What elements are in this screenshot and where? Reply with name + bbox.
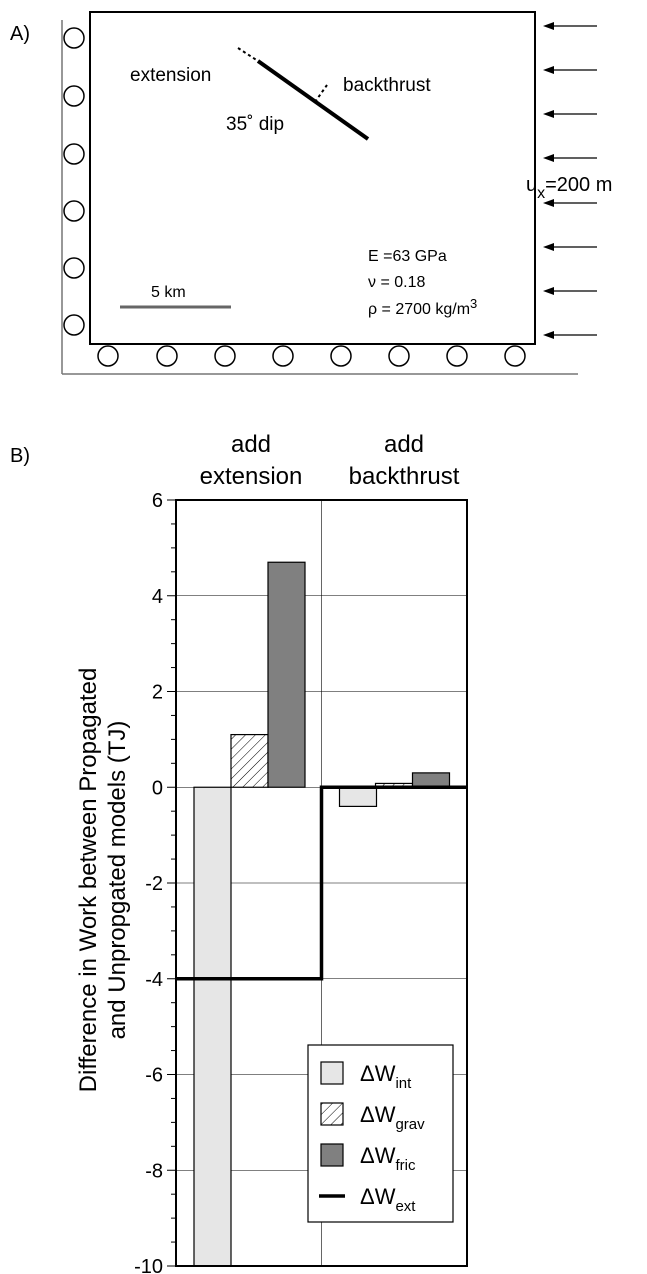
legend-label-ext: ΔWext [360, 1184, 416, 1215]
bar-fric-backthrust [411, 772, 451, 788]
left-rollers [63, 27, 85, 336]
backthrust-label: backthrust [343, 75, 431, 96]
roller-circle [63, 314, 85, 336]
roller-circle [330, 345, 352, 367]
push-arrow-head [543, 331, 554, 339]
group2-heading-line1: add [384, 431, 424, 458]
legend-label-int: ΔWint [360, 1061, 412, 1092]
legend-swatch-int [320, 1061, 344, 1085]
y-axis-label-line2: and Unpropgated models (TJ) [104, 721, 131, 1040]
y-tick-label: -8 [145, 1160, 163, 1182]
roller-circle [214, 345, 236, 367]
push-arrow-head [543, 287, 554, 295]
y-tick-label: -6 [145, 1065, 163, 1087]
bottom-rollers [97, 345, 526, 367]
bar-int-backthrust [338, 786, 378, 807]
roller-circle [504, 345, 526, 367]
backthrust-dashed-segment [314, 84, 328, 103]
poisson-ratio-label: ν = 0.18 [368, 274, 425, 291]
ux-label: ux=200 m [526, 174, 612, 202]
group1-heading-line2: extension [200, 463, 303, 490]
y-tick-label: 0 [152, 777, 163, 799]
bar-int-extension [193, 786, 232, 1267]
y-tick-label: -10 [134, 1256, 163, 1274]
push-arrow-head [543, 110, 554, 118]
dip-label: 35˚ dip [226, 114, 284, 135]
push-arrow-head [543, 22, 554, 30]
roller-circle [97, 345, 119, 367]
bar-grav-extension [230, 733, 269, 788]
push-arrow-head [543, 199, 554, 207]
legend-label-fric: ΔWfric [360, 1143, 416, 1174]
chart-axis: 6 4 2 0 -2 -4 -6 -8 -10 [134, 490, 468, 1274]
push-arrow-head [543, 154, 554, 162]
model-box [89, 11, 536, 345]
y-tick-label: -4 [145, 969, 163, 991]
chart-bars [193, 561, 451, 1267]
legend-swatch-grav [320, 1102, 344, 1126]
legend-swatch-fric [320, 1143, 344, 1167]
push-arrows [543, 22, 597, 339]
roller-circle [388, 345, 410, 367]
youngs-modulus-label: E =63 GPa [368, 248, 447, 265]
roller-circle [63, 143, 85, 165]
roller-circle [63, 85, 85, 107]
group2-heading-line2: backthrust [349, 463, 460, 490]
panel-a: A) extension backthrust 35˚ dip ux=200 m… [10, 11, 612, 375]
fault-line [256, 59, 370, 141]
extension-dashed-segment [237, 47, 259, 62]
scale-label: 5 km [151, 284, 186, 301]
bar-fric-extension [267, 561, 306, 788]
y-axis-label-line1: Difference in Work between Propagated [75, 668, 102, 1093]
panel-b-label: B) [10, 445, 30, 467]
roller-circle [63, 257, 85, 279]
group1-heading-line1: add [231, 431, 271, 458]
chart-step-line [176, 785, 467, 981]
y-tick-label: 2 [152, 682, 163, 704]
density-label: ρ = 2700 kg/m3 [368, 296, 477, 318]
y-axis-label: Difference in Work between Propagated an… [75, 668, 131, 1093]
panel-b: B) add extension add backthrust Differen… [10, 431, 468, 1274]
roller-circle [272, 345, 294, 367]
legend-label-grav: ΔWgrav [360, 1102, 425, 1133]
y-tick-label: -2 [145, 873, 163, 895]
y-tick-label: 4 [152, 586, 163, 608]
push-arrow-head [543, 66, 554, 74]
push-arrow-head [543, 243, 554, 251]
extension-label: extension [130, 65, 211, 86]
chart-legend: ΔWint ΔWgrav ΔWfric ΔWext [307, 1044, 454, 1223]
y-tick-label: 6 [152, 490, 163, 512]
roller-circle [63, 27, 85, 49]
panel-a-label: A) [10, 23, 30, 45]
roller-circle [156, 345, 178, 367]
roller-circle [446, 345, 468, 367]
roller-circle [63, 200, 85, 222]
step-line-ext [176, 785, 467, 981]
